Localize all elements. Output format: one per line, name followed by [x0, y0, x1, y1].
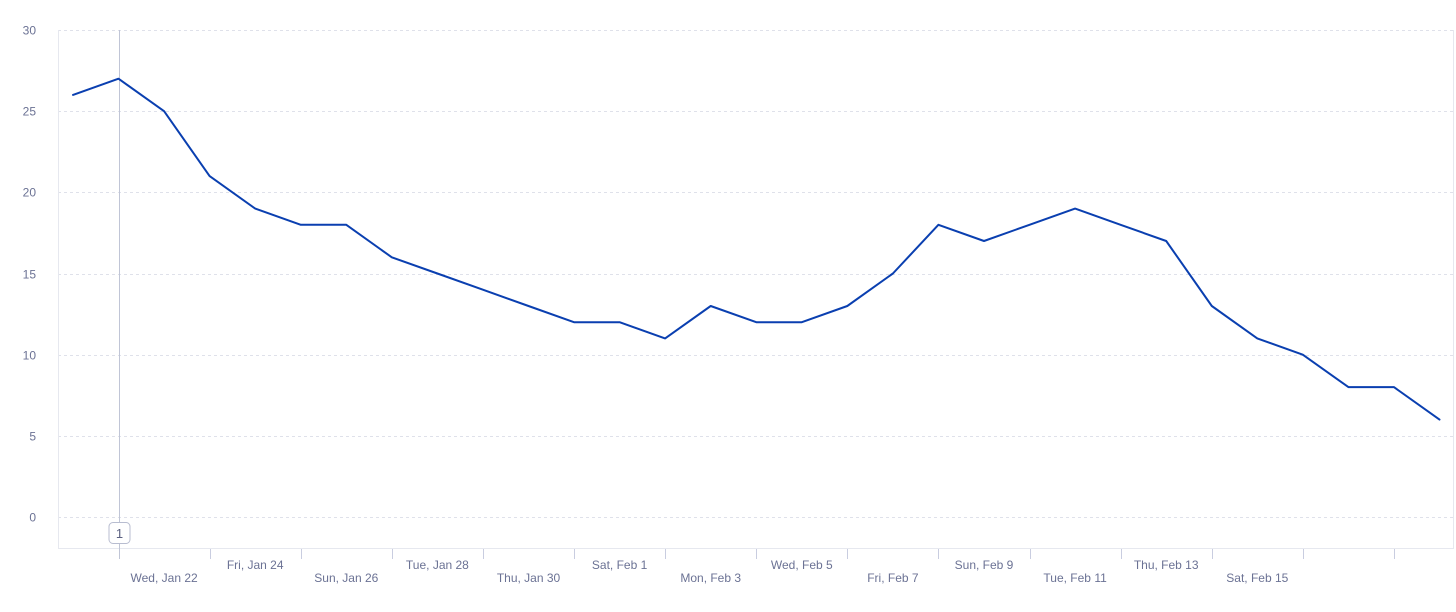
y-tick-label: 10	[23, 349, 37, 363]
chart-frame	[58, 30, 1454, 549]
x-tick-label: Wed, Feb 5	[771, 558, 833, 572]
annotation-label: 1	[116, 526, 123, 541]
series-line	[72, 77, 1441, 421]
y-tick-label: 25	[23, 105, 37, 119]
annotation-markers[interactable]: 1	[108, 522, 131, 544]
y-tick-label: 20	[23, 186, 37, 200]
x-axis-tick-labels: Wed, Jan 22 Fri, Jan 24 Sun, Jan 26 Tue, Ja…	[131, 558, 1289, 585]
x-tick-label: Mon, Feb 3	[680, 571, 741, 585]
x-tick-label: Thu, Jan 30	[497, 571, 561, 585]
x-tick-label: Sat, Feb 15	[1226, 571, 1288, 585]
x-axis-ticks	[119, 549, 1395, 559]
x-tick-label: Sun, Feb 9	[955, 558, 1014, 572]
annotation-marker[interactable]: 1	[108, 522, 131, 544]
y-tick-label: 5	[29, 430, 36, 444]
y-tick-label: 0	[29, 511, 36, 525]
series-lines	[72, 77, 1441, 421]
x-tick-label: Sun, Jan 26	[314, 571, 378, 585]
x-tick-label: Tue, Feb 11	[1043, 571, 1107, 585]
y-tick-label: 30	[23, 24, 37, 38]
x-tick-label: Sat, Feb 1	[592, 558, 648, 572]
x-tick-label: Wed, Jan 22	[131, 571, 198, 585]
x-tick-label: Thu, Feb 13	[1134, 558, 1199, 572]
grid-lines	[58, 30, 1454, 518]
x-tick-label: Tue, Jan 28	[406, 558, 469, 572]
annotation-box[interactable]	[108, 522, 131, 544]
y-axis-tick-labels: 0 5 10 15 20 25 30	[23, 24, 37, 525]
x-tick-label: Fri, Jan 24	[227, 558, 284, 572]
x-tick-label: Fri, Feb 7	[867, 571, 919, 585]
y-tick-label: 15	[23, 268, 37, 282]
